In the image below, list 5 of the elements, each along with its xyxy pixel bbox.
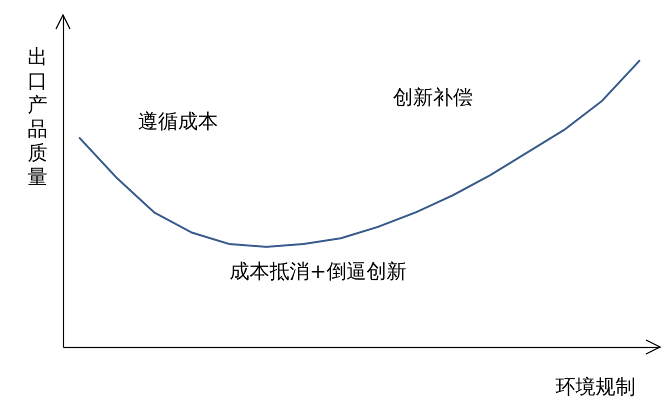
annotation: 创新补偿 [393, 85, 473, 109]
y-axis-title: 出口产品质量 [28, 44, 48, 188]
x-axis-title: 环境规制 [556, 374, 636, 398]
annotation: 遵循成本 [138, 109, 218, 133]
annotation: 成本抵消+倒逼创新 [230, 259, 406, 283]
